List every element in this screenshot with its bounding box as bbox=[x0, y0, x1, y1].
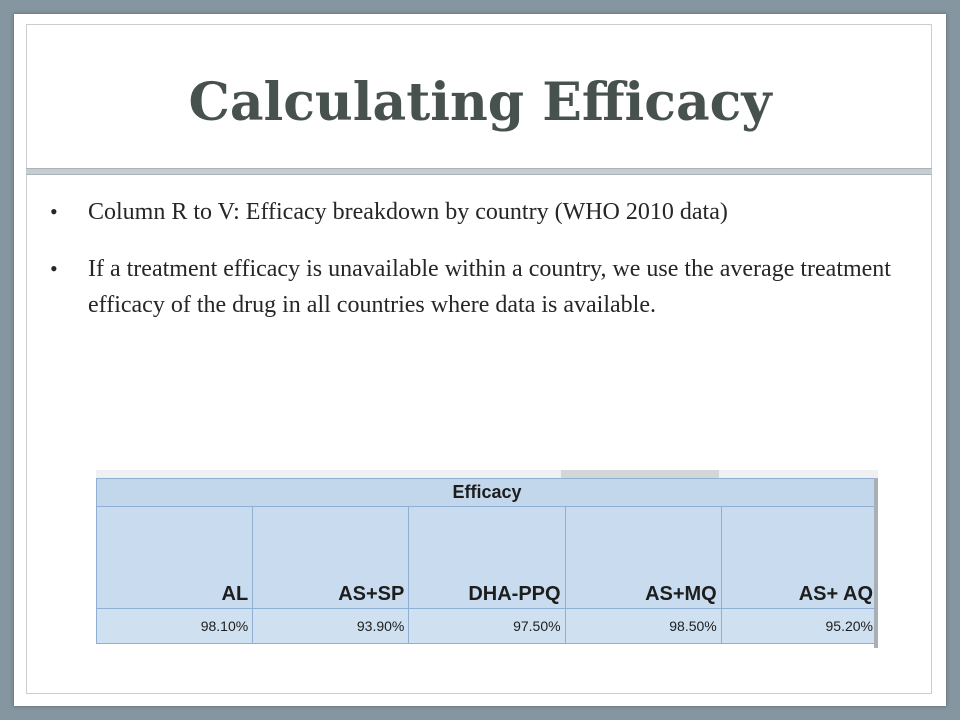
table-group-row: Efficacy bbox=[96, 478, 878, 507]
table-header-row: AL AS+SP DHA-PPQ AS+MQ AS+ AQ bbox=[95, 506, 879, 609]
column-header-as-aq: AS+ AQ bbox=[720, 506, 879, 609]
bullet-list: • Column R to V: Efficacy breakdown by c… bbox=[50, 194, 920, 344]
efficacy-table-image: Efficacy AL AS+SP DHA-PPQ AS+MQ AS+ AQ 9… bbox=[95, 470, 879, 648]
slide-frame bbox=[26, 24, 932, 694]
group-header-cell: Efficacy bbox=[96, 478, 878, 507]
table-top-strip bbox=[96, 470, 878, 478]
bullet-dot-icon: • bbox=[50, 256, 58, 281]
column-header-as-mq: AS+MQ bbox=[564, 506, 722, 609]
bullet-dot-icon: • bbox=[50, 199, 58, 224]
slide-title: Calculating Efficacy bbox=[188, 72, 772, 133]
bullet-item: • If a treatment efficacy is unavailable… bbox=[50, 251, 920, 323]
value-cell-dha-ppq: 97.50% bbox=[408, 608, 566, 644]
title-divider bbox=[26, 168, 932, 175]
value-cell-al: 98.10% bbox=[95, 608, 254, 644]
value-cell-as-sp: 93.90% bbox=[252, 608, 410, 644]
table-right-edge bbox=[874, 478, 878, 648]
value-cell-as-aq: 95.20% bbox=[720, 608, 879, 644]
value-cell-as-mq: 98.50% bbox=[564, 608, 722, 644]
column-header-dha-ppq: DHA-PPQ bbox=[408, 506, 566, 609]
slide: Calculating Efficacy • Column R to V: Ef… bbox=[14, 14, 946, 706]
bullet-item: • Column R to V: Efficacy breakdown by c… bbox=[50, 194, 920, 230]
table-top-highlight bbox=[561, 470, 719, 478]
column-header-as-sp: AS+SP bbox=[252, 506, 410, 609]
efficacy-table: Efficacy AL AS+SP DHA-PPQ AS+MQ AS+ AQ 9… bbox=[95, 478, 879, 644]
bullet-text: Column R to V: Efficacy breakdown by cou… bbox=[88, 199, 728, 225]
bullet-text: If a treatment efficacy is unavailable w… bbox=[88, 256, 891, 318]
table-row: 98.10% 93.90% 97.50% 98.50% 95.20% bbox=[95, 608, 879, 644]
column-header-al: AL bbox=[95, 506, 254, 609]
